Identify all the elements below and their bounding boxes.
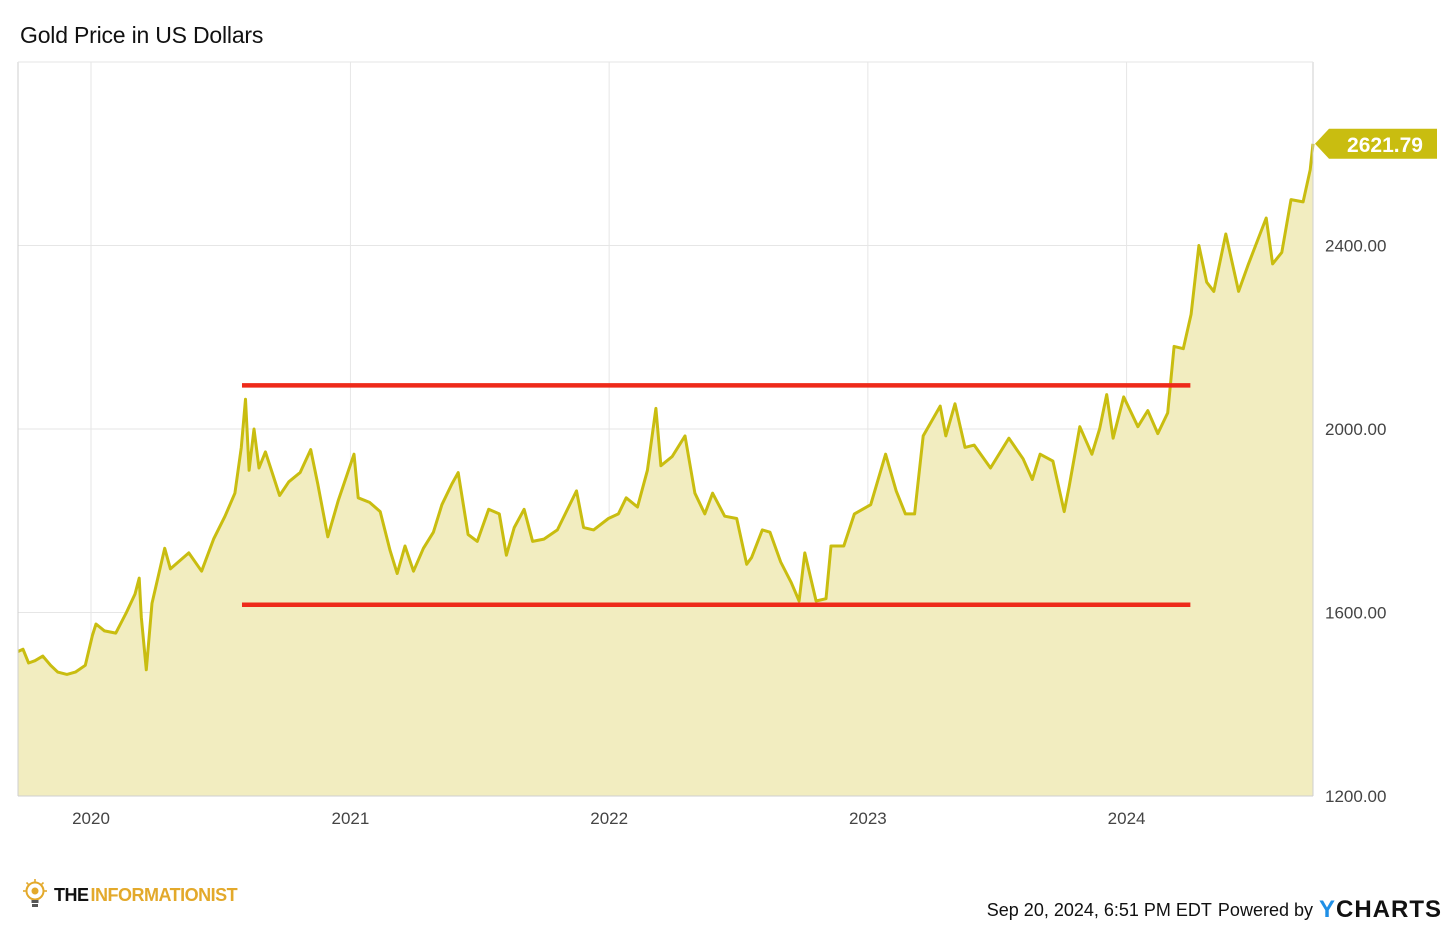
- x-tick-label: 2021: [332, 809, 370, 828]
- ycharts-y: Y: [1318, 896, 1336, 923]
- powered-by-label: Powered by: [1217, 899, 1313, 920]
- last-value-text: 2621.79: [1347, 134, 1423, 157]
- x-tick-label: 2020: [72, 809, 110, 828]
- y-tick-label: 2400.00: [1325, 237, 1386, 256]
- x-tick-label: 2023: [849, 809, 887, 828]
- price-line: [17, 143, 1315, 676]
- last-value-flag: [1315, 128, 1437, 159]
- x-tick-label: 2024: [1108, 809, 1146, 828]
- x-tick-label: 2022: [590, 809, 628, 828]
- timestamp: Sep 20, 2024, 6:51 PM EDT: [986, 899, 1212, 920]
- price-area: [18, 143, 1313, 797]
- brand-the: THE: [54, 884, 89, 905]
- y-tick-label: 1200.00: [1325, 787, 1386, 806]
- lightbulb-icon: [23, 879, 47, 907]
- y-tick-label: 2000.00: [1325, 420, 1386, 439]
- ycharts-logo[interactable]: YCHARTS: [1319, 896, 1442, 924]
- chart-title: Gold Price in US Dollars: [20, 22, 264, 48]
- chart-footer: Sep 20, 2024, 6:51 PM EDT Powered by YCH…: [987, 896, 1442, 924]
- y-axis-ticks: 1200.00 1600.00 2000.00 2400.00: [1325, 237, 1386, 807]
- brand-informationist: INFORMATIONIST: [90, 884, 238, 905]
- x-axis-ticks: 2020 2021 2022 2023 2024: [72, 809, 1145, 828]
- y-tick-label: 1600.00: [1325, 604, 1386, 623]
- informationist-logo: THE INFORMATIONIST: [22, 878, 238, 912]
- band-layer: [241, 383, 1191, 607]
- area-layer: [17, 143, 1315, 797]
- plot-frame: [17, 61, 1314, 797]
- ycharts-rest: CHARTS: [1336, 896, 1442, 923]
- last-value-label: 2621.79: [1315, 128, 1437, 159]
